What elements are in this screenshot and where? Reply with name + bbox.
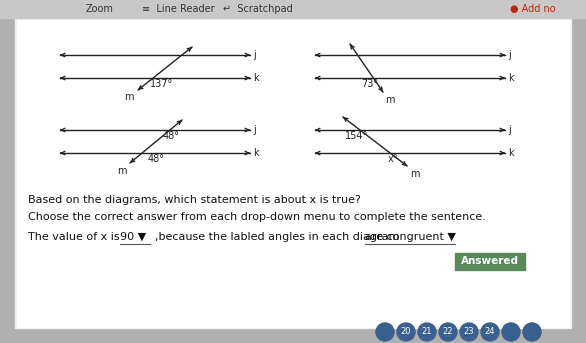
Bar: [17, 20, 569, 327]
Text: 24: 24: [485, 328, 495, 336]
Text: m: m: [410, 169, 420, 179]
Circle shape: [481, 323, 499, 341]
Text: The value of x is: The value of x is: [28, 232, 120, 242]
Circle shape: [397, 323, 415, 341]
Text: 21: 21: [422, 328, 432, 336]
Text: 90 ▼: 90 ▼: [120, 232, 146, 242]
Text: k: k: [508, 73, 513, 83]
Text: 137°: 137°: [150, 79, 173, 89]
Text: m: m: [118, 166, 127, 176]
Text: ● Add no: ● Add no: [510, 4, 556, 14]
Text: 23: 23: [464, 328, 474, 336]
Text: 48°: 48°: [163, 131, 180, 141]
Text: 20: 20: [401, 328, 411, 336]
Text: j: j: [508, 125, 511, 135]
Text: Based on the diagrams, which statement is about x is true?: Based on the diagrams, which statement i…: [28, 195, 361, 205]
Text: j: j: [508, 50, 511, 60]
Circle shape: [460, 323, 478, 341]
Text: k: k: [253, 73, 258, 83]
Text: j: j: [253, 125, 255, 135]
Text: 154°: 154°: [345, 131, 368, 141]
Bar: [455, 253, 525, 270]
Text: 73°: 73°: [361, 79, 378, 89]
Text: ,because the labled angles in each diagram: ,because the labled angles in each diagr…: [155, 232, 400, 242]
Text: m: m: [124, 92, 134, 102]
Text: Zoom: Zoom: [86, 4, 114, 14]
Bar: [0, 0, 586, 18]
Text: Answered: Answered: [461, 256, 519, 266]
Text: j: j: [253, 50, 255, 60]
Text: Choose the correct answer from each drop-down menu to complete the sentence.: Choose the correct answer from each drop…: [28, 212, 486, 222]
Text: ≡  Line Reader: ≡ Line Reader: [142, 4, 214, 14]
Text: k: k: [508, 148, 513, 158]
Text: m: m: [385, 95, 394, 105]
Circle shape: [376, 323, 394, 341]
Text: k: k: [253, 148, 258, 158]
Text: 48°: 48°: [148, 154, 165, 164]
Text: are congruent ▼: are congruent ▼: [365, 232, 456, 242]
Text: x°: x°: [388, 154, 398, 164]
Circle shape: [418, 323, 436, 341]
Text: 22: 22: [443, 328, 453, 336]
Circle shape: [502, 323, 520, 341]
Circle shape: [439, 323, 457, 341]
Circle shape: [523, 323, 541, 341]
Text: ↵  Scratchpad: ↵ Scratchpad: [223, 4, 293, 14]
